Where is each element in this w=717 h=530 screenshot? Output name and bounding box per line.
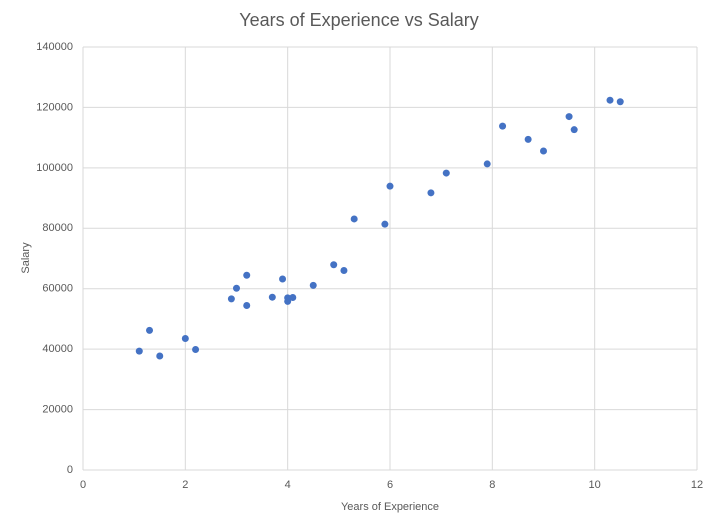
point <box>156 352 164 360</box>
point <box>233 284 240 292</box>
point <box>565 113 573 121</box>
point <box>540 147 547 155</box>
point <box>350 215 358 223</box>
y-tick-label: 60000 <box>42 283 73 295</box>
y-tick-label: 80000 <box>42 222 73 234</box>
y-tick-label: 100000 <box>36 162 73 174</box>
point <box>386 182 394 190</box>
x-tick-label: 0 <box>80 479 86 491</box>
point <box>340 266 348 274</box>
point <box>289 294 297 302</box>
y-tick-label: 20000 <box>42 403 73 415</box>
y-axis-label: Salary <box>20 242 32 274</box>
point <box>381 220 389 228</box>
point <box>243 271 251 279</box>
point <box>616 98 624 106</box>
x-tick-label: 2 <box>182 479 188 491</box>
point <box>606 96 614 104</box>
y-tick-label: 40000 <box>42 343 73 355</box>
point <box>284 294 292 302</box>
point <box>524 135 532 143</box>
point <box>483 160 491 168</box>
point <box>135 347 143 355</box>
x-tick-label: 6 <box>387 479 393 491</box>
x-tick-label: 12 <box>691 479 703 491</box>
y-tick-label: 120000 <box>36 101 73 113</box>
point <box>442 169 450 177</box>
point <box>279 275 287 283</box>
x-axis-label: Years of Experience <box>341 501 439 513</box>
y-tick-label: 0 <box>67 464 73 476</box>
x-tick-label: 4 <box>285 479 291 491</box>
point <box>570 126 578 134</box>
point <box>181 334 189 342</box>
point <box>309 281 317 289</box>
point <box>268 293 276 301</box>
x-tick-label: 10 <box>589 479 601 491</box>
point <box>227 295 235 303</box>
point <box>330 261 338 269</box>
y-tick-label: 140000 <box>36 41 73 53</box>
point <box>427 189 435 197</box>
point <box>243 301 251 309</box>
point <box>499 122 507 130</box>
x-tick-label: 8 <box>489 479 495 491</box>
point <box>192 345 200 353</box>
chart-title: Years of Experience vs Salary <box>239 10 478 30</box>
point <box>146 326 154 334</box>
